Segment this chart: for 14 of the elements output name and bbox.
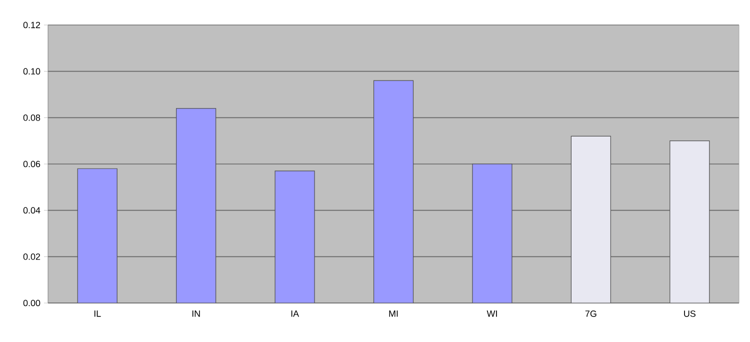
x-tick-label: 7G: [585, 310, 596, 317]
y-tick-label: 0.04: [23, 207, 40, 214]
x-tick-label: IN: [192, 310, 200, 317]
x-tick-label: US: [684, 310, 696, 317]
y-tick-label: 0.08: [23, 114, 40, 121]
y-tick-label: 0.06: [23, 160, 40, 168]
y-tick-label: 0.00: [23, 300, 40, 306]
x-tick-label: MI: [389, 310, 398, 317]
x-tick-label: WI: [486, 310, 497, 317]
y-tick-label: 0.02: [23, 253, 40, 260]
y-tick-label: 0.12: [23, 22, 40, 28]
y-tick-label: 0.10: [23, 68, 40, 75]
x-tick-label: IA: [291, 310, 300, 317]
x-tick-label: IL: [94, 310, 101, 317]
